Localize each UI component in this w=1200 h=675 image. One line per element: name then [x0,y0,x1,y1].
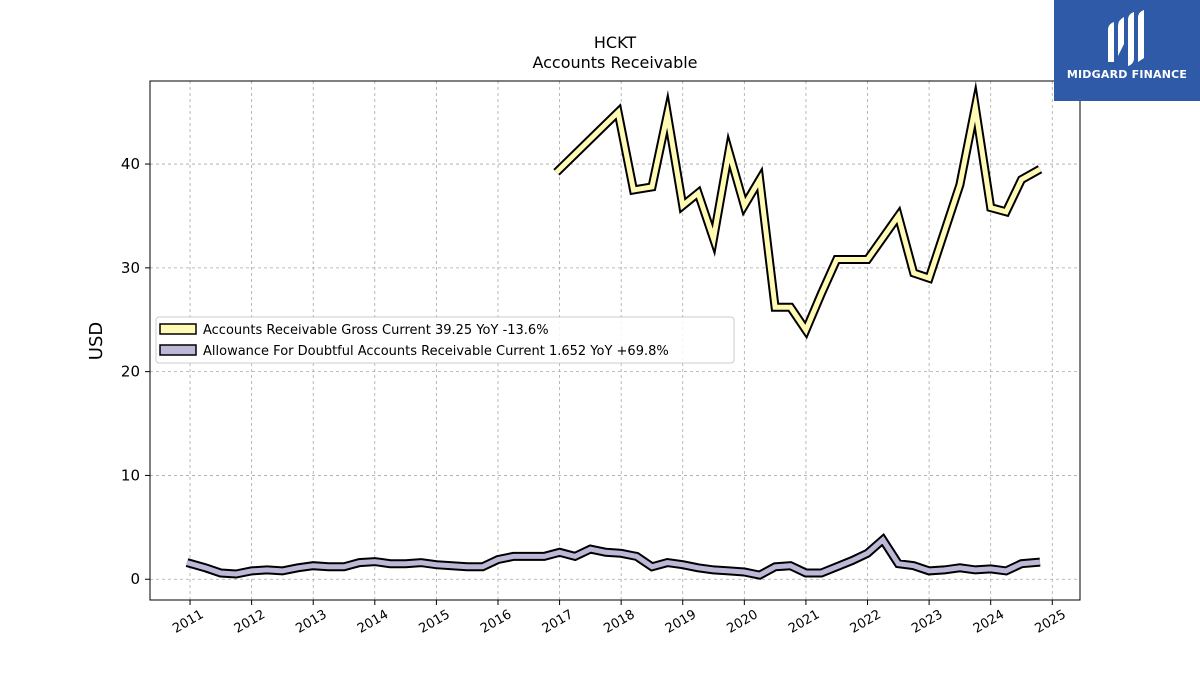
x-tick-label: 2023 [909,607,945,637]
series-outline-1 [185,532,1041,580]
plot-frame [149,80,1081,601]
y-axis-label: USD [86,322,107,360]
series-line-0 [554,92,1042,336]
y-tick-label: 40 [121,155,140,173]
x-tick-label: 2017 [540,607,576,637]
x-tick-label: 2011 [170,607,206,637]
legend-swatch-gross [159,323,197,335]
x-tick-label: 2020 [725,607,761,637]
logo-mark-icon [1108,10,1144,66]
y-tick-label: 20 [121,363,140,381]
x-tick-label: 2013 [293,607,329,637]
x-tick-label: 2024 [971,607,1007,637]
grid [150,81,1080,600]
series-lines [185,80,1043,580]
x-tick-label: 2021 [786,607,822,637]
y-tick-label: 30 [121,259,140,277]
series-line-1 [186,536,1041,578]
legend-label-allowance: Allowance For Doubtful Accounts Receivab… [203,344,669,359]
legend: Accounts Receivable Gross Current 39.25 … [155,316,735,364]
legend-swatch-allowance [159,344,197,356]
legend-box [155,316,735,364]
legend-label-gross: Accounts Receivable Gross Current 39.25 … [203,323,549,338]
y-axis: 0 10 20 30 40 [121,155,150,588]
x-tick-label: 2016 [478,607,514,637]
chart-title: HCKT [594,33,636,52]
x-tick-label: 2018 [601,607,637,637]
y-tick-label: 0 [130,570,140,588]
x-axis: 2011 2012 2013 2014 2015 2016 2017 2018 2019 2020… [170,600,1069,637]
chart-subtitle: Accounts Receivable [532,53,697,72]
x-tick-label: 2025 [1032,607,1068,637]
y-tick-label: 10 [121,466,140,484]
logo-text: MIDGARD FINANCE [1066,68,1188,81]
x-tick-label: 2015 [417,607,453,637]
midgard-finance-logo: MIDGARD FINANCE [1054,0,1200,101]
x-tick-label: 2022 [848,607,884,637]
x-tick-label: 2019 [663,607,699,637]
x-tick-label: 2012 [232,607,268,637]
x-tick-label: 2014 [355,607,391,637]
